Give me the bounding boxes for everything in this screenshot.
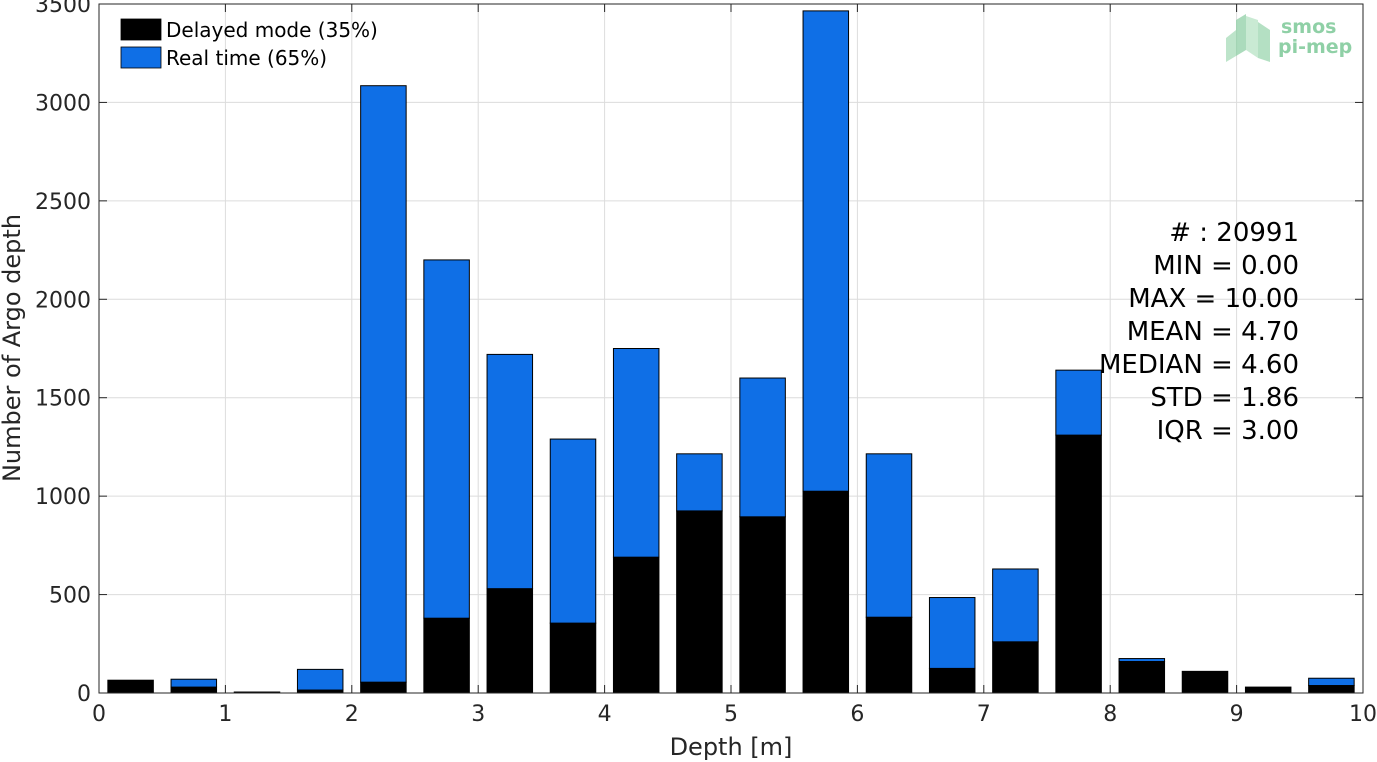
logo-wave-icon	[1226, 14, 1270, 62]
bar-real-time	[865, 453, 913, 618]
y-tick-label: 3500	[35, 0, 91, 18]
x-tick-label: 7	[977, 702, 991, 727]
bar-real-time	[1308, 677, 1355, 687]
bar-delayed-mode	[423, 617, 470, 694]
legend-swatch-delayed	[120, 18, 162, 41]
bar-real-time	[423, 259, 470, 619]
bar-delayed-mode	[928, 667, 976, 694]
bar-delayed-mode	[1308, 685, 1355, 694]
y-tick-label: 0	[77, 682, 91, 707]
x-tick-label: 10	[1349, 702, 1377, 727]
x-tick-label: 4	[598, 702, 612, 727]
y-tick-label: 3000	[35, 91, 91, 116]
x-tick-label: 2	[345, 702, 359, 727]
grid-lines	[99, 3, 1363, 693]
bars	[107, 10, 1355, 694]
legend-label-realtime: Real time (65%)	[166, 46, 327, 70]
stat-mean: MEAN = 4.70	[1127, 317, 1299, 347]
bar-real-time	[739, 377, 786, 518]
y-tick-label: 1000	[35, 485, 91, 510]
bar-delayed-mode	[739, 516, 786, 694]
bar-delayed-mode	[107, 679, 154, 694]
y-tick-label: 2500	[35, 190, 91, 215]
legend-swatch-realtime	[120, 46, 162, 69]
x-tick-label: 3	[471, 702, 485, 727]
bar-real-time	[992, 568, 1039, 643]
bar-delayed-mode	[612, 556, 660, 694]
bar-delayed-mode	[865, 616, 913, 694]
bar-real-time	[802, 10, 850, 492]
x-tick-label: 0	[92, 702, 106, 727]
bar-real-time	[296, 668, 344, 691]
stat-median: MEDIAN = 4.60	[1099, 350, 1299, 380]
stat-std: STD = 1.86	[1150, 383, 1299, 413]
y-axis-label: Number of Argo depth	[0, 214, 26, 482]
y-tick-label: 2000	[35, 288, 91, 313]
stat-count: # : 20991	[1169, 218, 1299, 248]
bar-real-time	[928, 597, 976, 669]
bar-real-time	[612, 348, 660, 558]
bar-delayed-mode	[486, 588, 534, 694]
x-tick-label: 5	[724, 702, 738, 727]
bar-delayed-mode	[1055, 434, 1102, 694]
bar-real-time	[676, 453, 723, 512]
logo-text-smos: smos	[1281, 16, 1336, 38]
bar-delayed-mode	[1181, 670, 1229, 694]
y-tick-label: 1500	[35, 387, 91, 412]
stat-max: MAX = 10.00	[1128, 284, 1299, 314]
bar-real-time	[360, 85, 407, 683]
bar-delayed-mode	[1118, 661, 1166, 694]
bar-real-time	[1055, 369, 1102, 436]
bar-delayed-mode	[1244, 686, 1292, 694]
legend: Delayed mode (35%) Real time (65%)	[120, 18, 378, 70]
legend-label-delayed: Delayed mode (35%)	[166, 18, 378, 42]
logo-text-pimep: pi-mep	[1278, 36, 1352, 58]
x-tick-label: 9	[1230, 702, 1244, 727]
axis-ticks: 0 1 2 3 4 5 6 7 8 9 10 0 500 1000 1500 2000 2500 3000 3500	[35, 0, 1377, 727]
bar-delayed-mode	[170, 686, 218, 694]
bar-delayed-mode	[360, 681, 407, 694]
x-tick-label: 8	[1103, 702, 1117, 727]
bar-real-time	[486, 353, 534, 590]
stat-min: MIN = 0.00	[1153, 251, 1299, 281]
bar-delayed-mode	[802, 490, 850, 694]
bar-real-time	[1118, 658, 1166, 663]
bar-delayed-mode	[992, 641, 1039, 694]
x-tick-label: 1	[218, 702, 232, 727]
bar-delayed-mode	[676, 510, 723, 694]
stats-box: # : 20991 MIN = 0.00 MAX = 10.00 MEAN = …	[1099, 218, 1299, 446]
smos-pimep-logo: smos pi-mep	[1226, 14, 1352, 62]
x-axis-label: Depth [m]	[670, 733, 793, 761]
x-tick-label: 6	[850, 702, 864, 727]
bar-real-time	[170, 678, 218, 688]
bar-real-time	[549, 438, 597, 624]
y-tick-label: 500	[49, 584, 91, 609]
stat-iqr: IQR = 3.00	[1157, 416, 1299, 446]
bar-delayed-mode	[549, 622, 597, 694]
